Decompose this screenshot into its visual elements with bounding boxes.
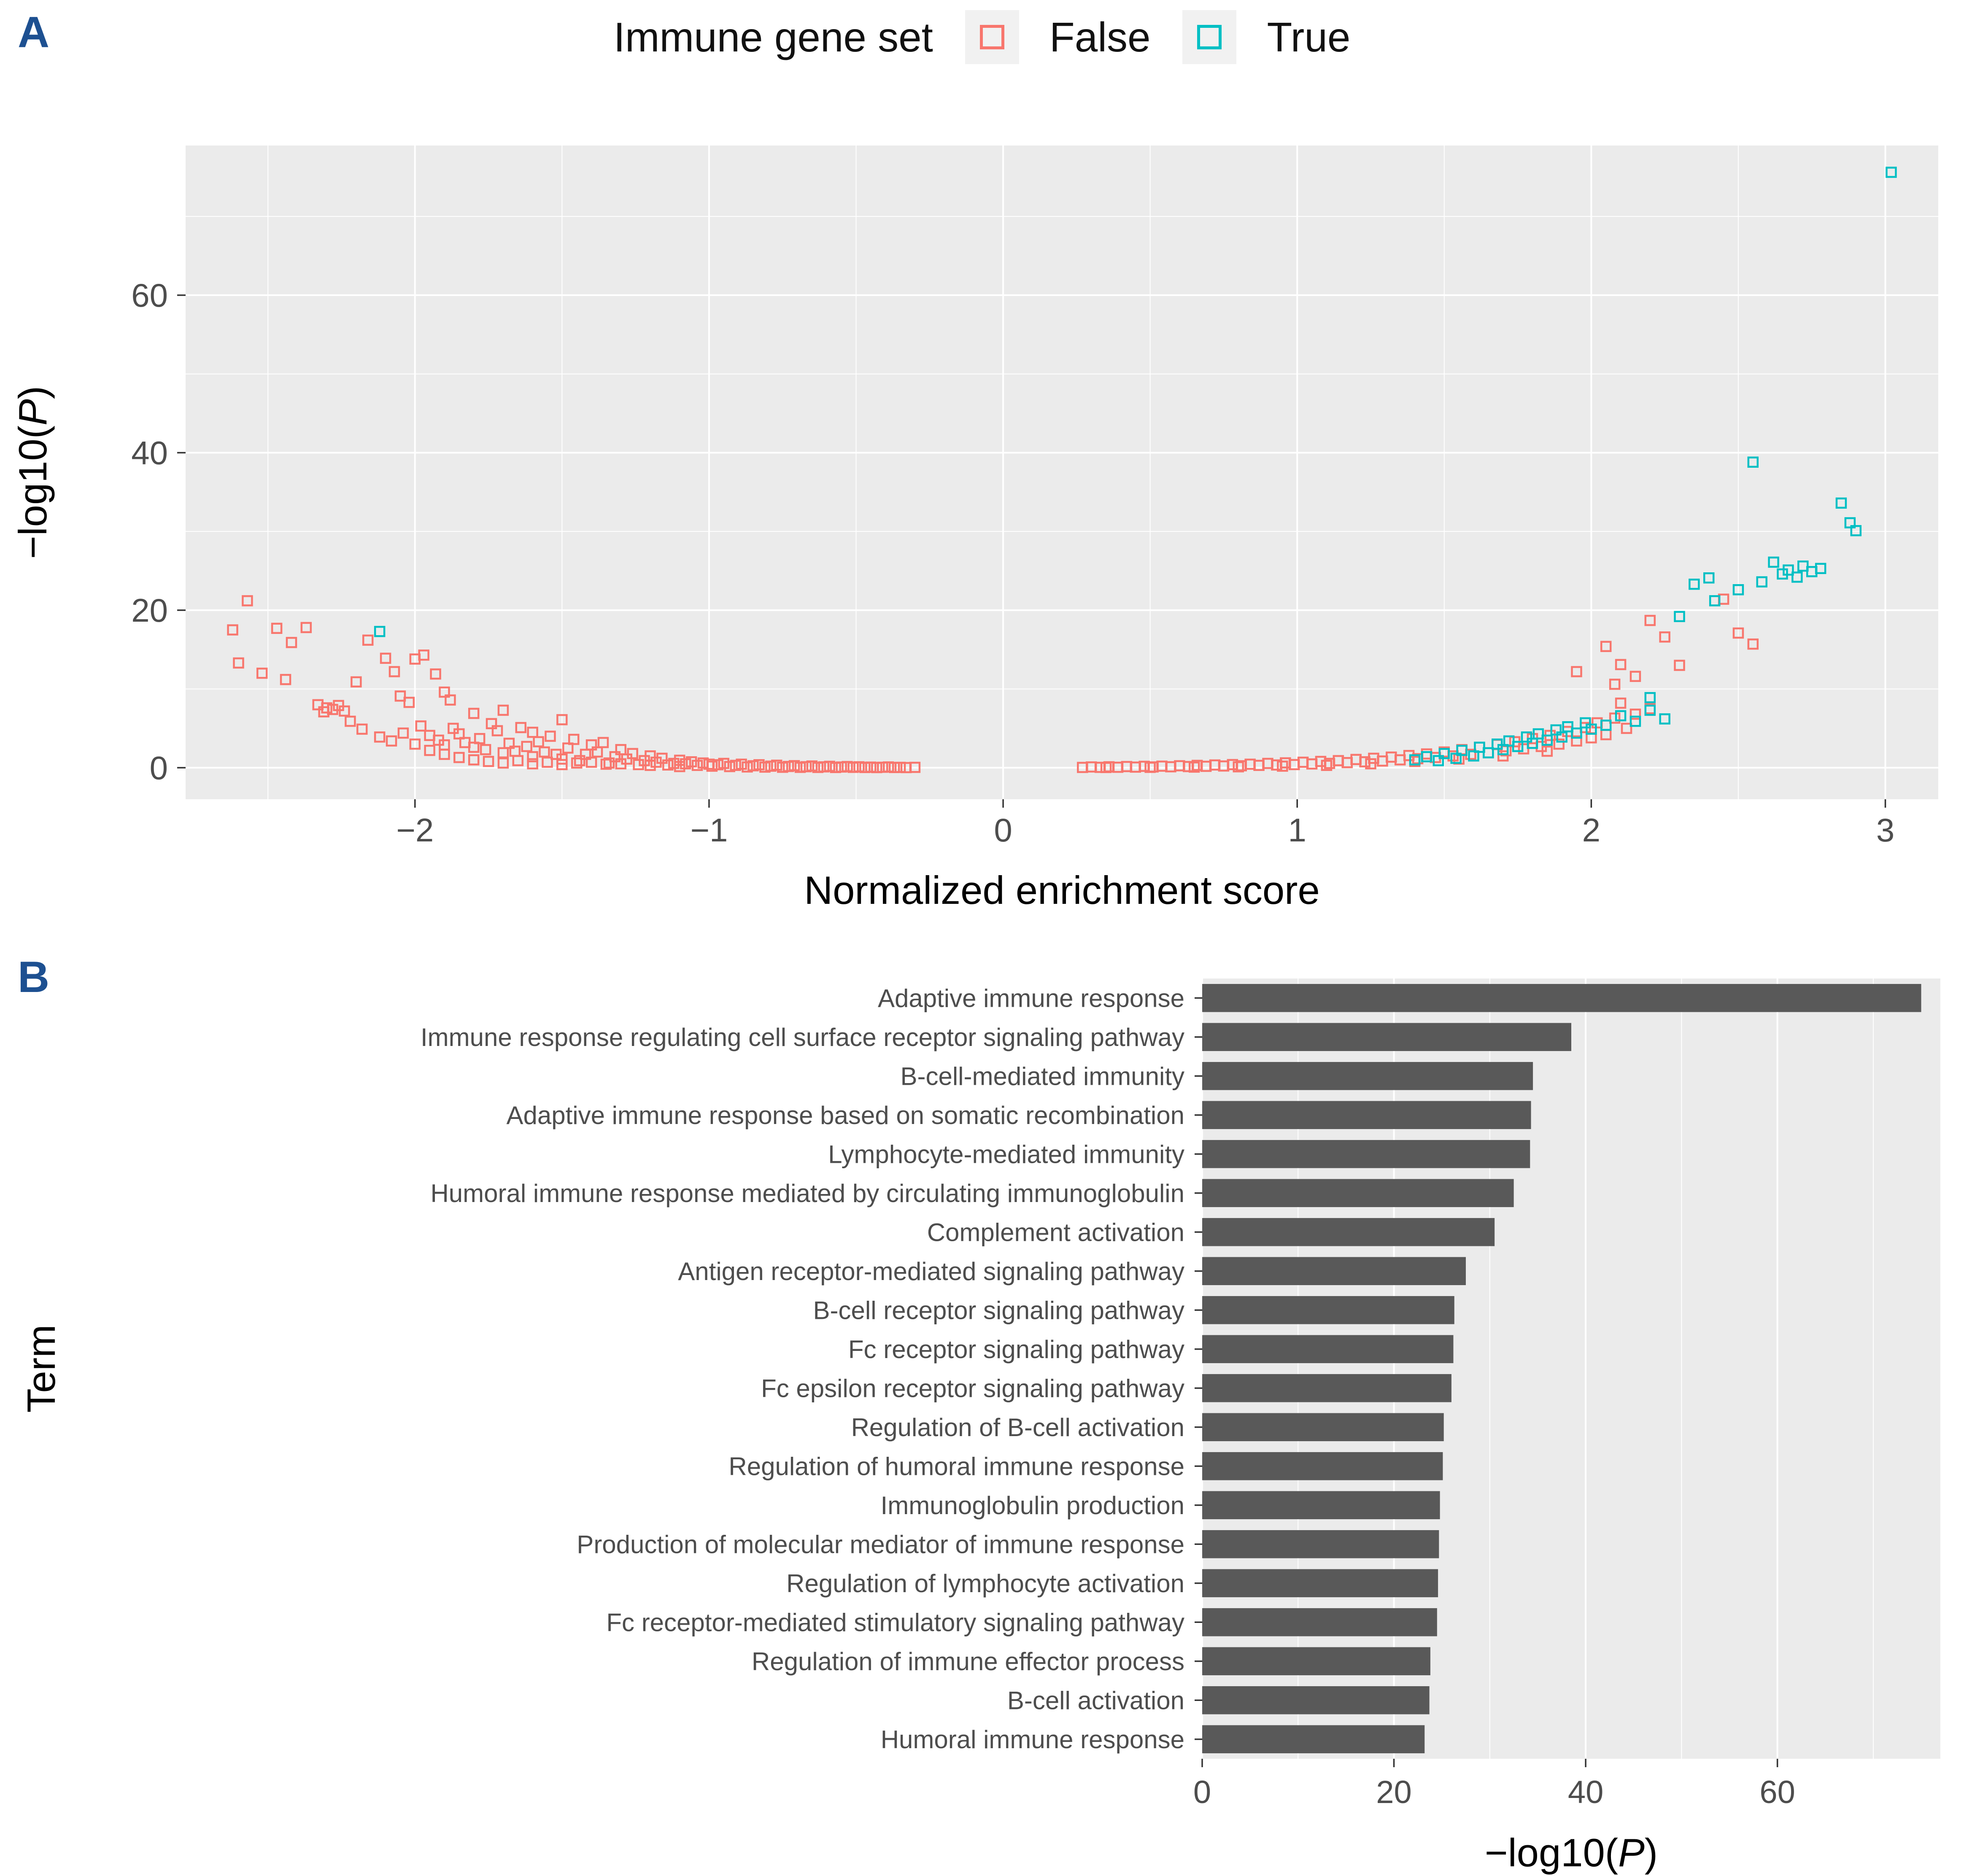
term-bar	[1202, 1374, 1451, 1402]
scatter-legend: Immune gene set False True	[0, 10, 1964, 64]
term-bar	[1202, 1608, 1437, 1636]
svg-text:Regulation of humoral immune r: Regulation of humoral immune response	[728, 1452, 1184, 1480]
term-bar	[1202, 1647, 1430, 1676]
svg-text:0: 0	[994, 811, 1012, 849]
term-bar-chart: Adaptive immune response Immune response …	[19, 978, 1940, 1875]
svg-text:Term: Term	[19, 1325, 63, 1413]
panel-a-label: A	[18, 8, 50, 57]
svg-text:0: 0	[150, 749, 168, 787]
term-bar	[1202, 1413, 1444, 1442]
svg-text:Immunoglobulin production: Immunoglobulin production	[881, 1491, 1184, 1520]
true-square-icon	[1197, 25, 1222, 49]
svg-text:Adaptive immune response: Adaptive immune response	[878, 984, 1184, 1012]
svg-text:Fc receptor-mediated stimulato: Fc receptor-mediated stimulatory signali…	[606, 1608, 1184, 1636]
svg-text:Normalized enrichment score: Normalized enrichment score	[804, 868, 1319, 912]
svg-text:B-cell receptor signaling path: B-cell receptor signaling pathway	[813, 1296, 1184, 1324]
svg-text:1: 1	[1288, 811, 1306, 849]
svg-text:40: 40	[1568, 1774, 1604, 1810]
svg-text:20: 20	[131, 592, 168, 629]
svg-text:Complement activation: Complement activation	[927, 1218, 1184, 1246]
term-bar	[1202, 1335, 1454, 1364]
svg-text:2: 2	[1582, 811, 1600, 849]
svg-text:60: 60	[1759, 1774, 1795, 1810]
term-bar	[1202, 1530, 1439, 1558]
term-bar	[1202, 1725, 1425, 1754]
svg-text:40: 40	[131, 434, 168, 472]
legend-label-true: True	[1267, 13, 1351, 60]
svg-text:Antigen receptor-mediated sign: Antigen receptor-mediated signaling path…	[678, 1257, 1184, 1286]
svg-text:Humoral immune response: Humoral immune response	[881, 1725, 1184, 1754]
svg-text:20: 20	[1376, 1774, 1412, 1810]
term-bar	[1202, 1179, 1514, 1208]
svg-text:Immune response regulating cel: Immune response regulating cell surface …	[421, 1023, 1184, 1051]
svg-text:B-cell activation: B-cell activation	[1007, 1686, 1184, 1714]
svg-text:−log10(P): −log10(P)	[1485, 1830, 1658, 1875]
legend-title: Immune gene set	[613, 13, 933, 60]
term-bar	[1202, 1062, 1533, 1090]
svg-text:Fc epsilon receptor signaling: Fc epsilon receptor signaling pathway	[761, 1374, 1184, 1402]
svg-text:Production of molecular mediat: Production of molecular mediator of immu…	[577, 1530, 1184, 1558]
term-bar	[1202, 1140, 1530, 1168]
svg-text:−log10(P): −log10(P)	[11, 386, 55, 559]
svg-text:0: 0	[1193, 1774, 1211, 1810]
legend-key-false	[965, 10, 1019, 64]
term-bar	[1202, 1686, 1430, 1714]
svg-text:−2: −2	[396, 811, 434, 849]
term-bar	[1202, 1023, 1571, 1051]
term-bar	[1202, 1218, 1495, 1246]
svg-text:60: 60	[131, 277, 168, 314]
term-bar	[1202, 1491, 1440, 1520]
svg-text:Adaptive immune response based: Adaptive immune response based on somati…	[506, 1101, 1184, 1129]
term-bar	[1202, 1101, 1531, 1129]
legend-key-true	[1182, 10, 1237, 64]
term-bar	[1202, 1296, 1454, 1324]
svg-text:Fc receptor signaling pathway: Fc receptor signaling pathway	[848, 1335, 1184, 1364]
panel-b-label: B	[18, 953, 50, 1002]
svg-text:Regulation of immune effector: Regulation of immune effector process	[752, 1647, 1184, 1676]
svg-text:Lymphocyte-mediated immunity: Lymphocyte-mediated immunity	[828, 1140, 1184, 1168]
enrichment-scatter-plot: −2 −1 0 1 2 3 0 20 40 60 Normalized enrichment sco…	[11, 146, 1938, 912]
svg-text:3: 3	[1876, 811, 1894, 849]
term-bar	[1202, 984, 1921, 1012]
legend-label-false: False	[1049, 13, 1151, 60]
false-square-icon	[979, 25, 1004, 49]
svg-text:Humoral immune response mediat: Humoral immune response mediated by circ…	[430, 1179, 1184, 1208]
svg-text:−1: −1	[690, 811, 728, 849]
term-bar	[1202, 1257, 1466, 1286]
svg-text:B-cell-mediated immunity: B-cell-mediated immunity	[900, 1062, 1184, 1090]
term-bar	[1202, 1452, 1443, 1480]
svg-text:Regulation of lymphocyte activ: Regulation of lymphocyte activation	[786, 1569, 1184, 1598]
svg-text:Regulation of B-cell activatio: Regulation of B-cell activation	[851, 1413, 1184, 1442]
term-bar	[1202, 1569, 1438, 1598]
